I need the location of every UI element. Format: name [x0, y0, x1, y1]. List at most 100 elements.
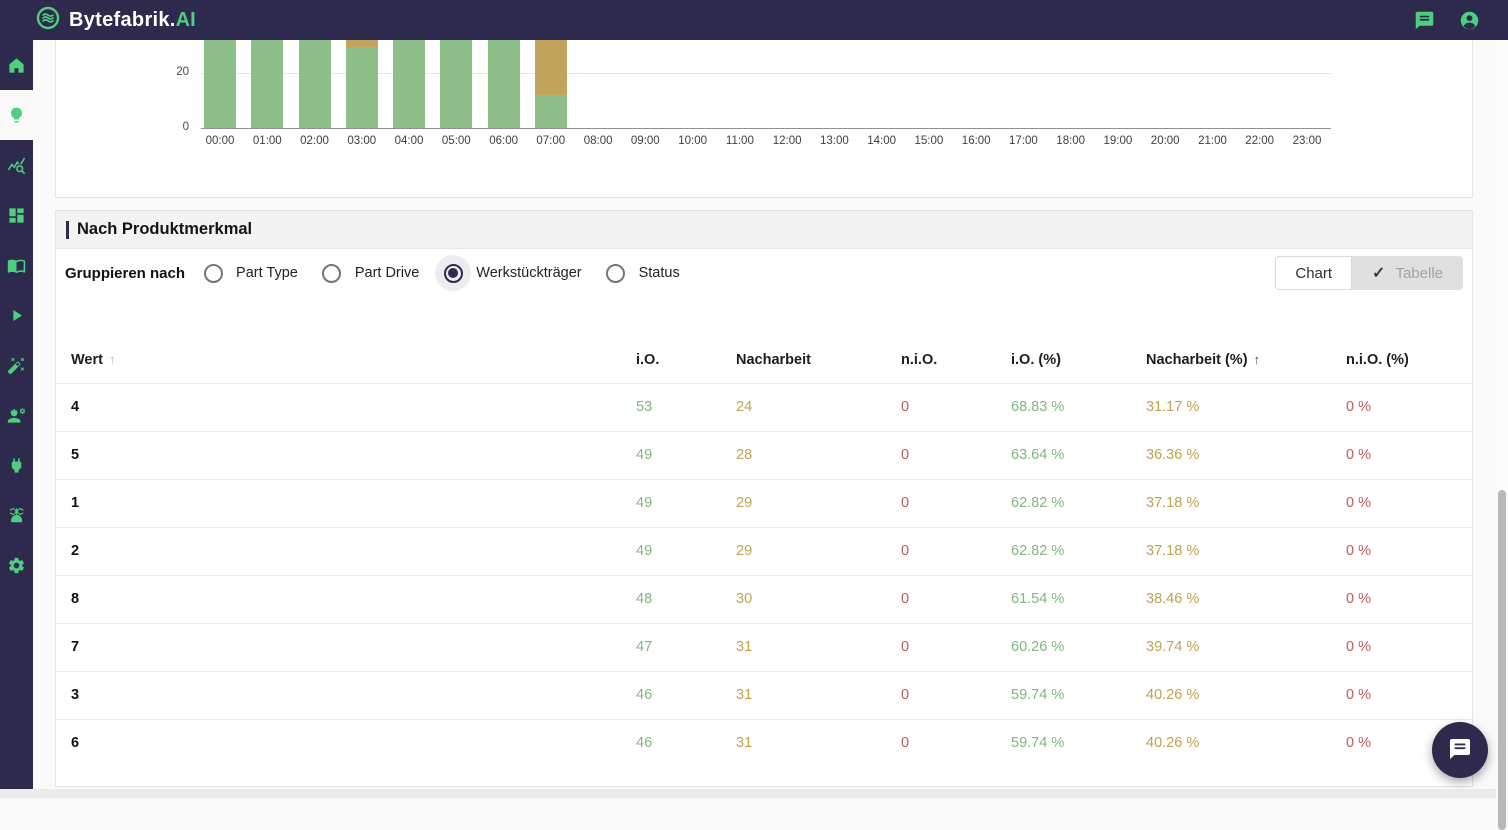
y-axis-tick: 0 [156, 121, 189, 133]
cell-n-i-o: 0 [886, 719, 996, 767]
radio-status[interactable]: Status [598, 255, 680, 291]
x-axis-tick: 16:00 [953, 135, 999, 147]
column-header-nacharbeit[interactable]: Nacharbeit (%)↑ [1131, 337, 1331, 383]
toggle-label: Tabelle [1395, 265, 1443, 282]
radio-circle [314, 255, 350, 291]
cell-wert: 4 [56, 383, 621, 431]
gear-icon [7, 556, 26, 575]
radio-label: Part Type [236, 265, 298, 281]
cell-n-i-o: 0 [886, 527, 996, 575]
cell-nacharbeit: 29 [721, 479, 886, 527]
sidebar-item-dashboard[interactable] [0, 190, 33, 240]
brand-logo[interactable]: Bytefabrik.AI [36, 6, 196, 35]
column-label: Nacharbeit (%) [1146, 352, 1248, 368]
column-header-i-o[interactable]: i.O. (%) [996, 337, 1131, 383]
cell-i-o: 62.82 % [996, 527, 1131, 575]
column-header-wert[interactable]: Wert↑ [56, 337, 621, 383]
toggle-label: Chart [1295, 265, 1332, 282]
cell-nacharbeit: 31 [721, 719, 886, 767]
cell-i-o: 46 [621, 719, 721, 767]
table-row: 24929062.82 %37.18 %0 % [56, 527, 1474, 575]
column-header-n-i-o[interactable]: n.i.O. [886, 337, 996, 383]
table-row: 34631059.74 %40.26 %0 % [56, 671, 1474, 719]
cell-i-o: 61.54 % [996, 575, 1131, 623]
x-axis-tick: 13:00 [811, 135, 857, 147]
cell-i-o: 49 [621, 431, 721, 479]
cell-nacharbeit: 38.46 % [1131, 575, 1331, 623]
y-axis-tick: 20 [156, 66, 189, 78]
view-toggle-chart[interactable]: Chart [1275, 256, 1352, 290]
cell-nacharbeit: 40.26 % [1131, 719, 1331, 767]
cell-nacharbeit: 36.36 % [1131, 431, 1331, 479]
x-axis-tick: 21:00 [1190, 135, 1236, 147]
table-row: 84830061.54 %38.46 %0 % [56, 575, 1474, 623]
column-header-i-o[interactable]: i.O. [621, 337, 721, 383]
top-navbar: Bytefabrik.AI [0, 0, 1508, 40]
cell-n-i-o: 0 % [1331, 431, 1474, 479]
cell-n-i-o: 0 [886, 671, 996, 719]
x-axis-tick: 07:00 [528, 135, 574, 147]
radio-circle [598, 255, 634, 291]
plug-icon [7, 456, 26, 475]
x-axis-tick: 14:00 [859, 135, 905, 147]
account-icon[interactable] [1459, 10, 1480, 31]
sidebar-item-plug[interactable] [0, 440, 33, 490]
cell-i-o: 62.82 % [996, 479, 1131, 527]
sidebar-item-query-stats[interactable] [0, 140, 33, 190]
sidebar-item-lightbulb[interactable] [0, 90, 33, 140]
robot-arm-icon [7, 506, 26, 525]
cell-i-o: 63.64 % [996, 431, 1131, 479]
group-by-controls: Gruppieren nach Part Type Part Drive Werks… [56, 249, 1472, 297]
brand-accent: AI [176, 9, 196, 31]
x-axis-tick: 11:00 [717, 135, 763, 147]
cell-n-i-o: 0 % [1331, 671, 1474, 719]
cell-i-o: 48 [621, 575, 721, 623]
cell-nacharbeit: 37.18 % [1131, 527, 1331, 575]
cell-n-i-o: 0 [886, 623, 996, 671]
bar-segment-io [251, 40, 283, 128]
produktmerkmal-panel: Nach Produktmerkmal Gruppieren nach Part… [55, 210, 1473, 787]
column-header-n-i-o[interactable]: n.i.O. (%) [1331, 337, 1474, 383]
scrollbar-thumb[interactable] [1498, 490, 1506, 830]
radio-werkstucktrager[interactable]: Werkstückträger [435, 255, 581, 291]
query-stats-icon [7, 156, 26, 175]
sidebar-item-magic-wand[interactable] [0, 340, 33, 390]
chat-icon [1448, 737, 1472, 764]
sidebar-item-engineering[interactable] [0, 390, 33, 440]
x-axis-tick: 18:00 [1048, 135, 1094, 147]
dashboard-icon [7, 206, 26, 225]
chat-fab-button[interactable] [1432, 722, 1488, 778]
bar-segment-nacharbeit [535, 40, 567, 95]
bar-segment-nacharbeit [346, 40, 378, 47]
bytefabrik-logo-icon [36, 6, 60, 35]
sidebar-item-play[interactable] [0, 290, 33, 340]
cell-i-o: 59.74 % [996, 719, 1131, 767]
cell-n-i-o: 0 % [1331, 527, 1474, 575]
view-toggle-tabelle[interactable]: ✓Tabelle [1352, 256, 1463, 290]
x-axis-tick: 10:00 [670, 135, 716, 147]
group-by-label: Gruppieren nach [65, 265, 185, 282]
x-axis-tick: 22:00 [1237, 135, 1283, 147]
radio-part-type[interactable]: Part Type [195, 255, 298, 291]
cell-n-i-o: 0 % [1331, 623, 1474, 671]
cell-i-o: 47 [621, 623, 721, 671]
sidebar [0, 40, 33, 789]
sidebar-item-gear[interactable] [0, 540, 33, 590]
brand-text: Bytefabrik. [69, 9, 176, 31]
radio-circle [195, 255, 231, 291]
x-axis-tick: 04:00 [386, 135, 432, 147]
sidebar-item-home[interactable] [0, 40, 33, 90]
chat-icon[interactable] [1414, 10, 1435, 31]
sidebar-item-robot-arm[interactable] [0, 490, 33, 540]
sidebar-item-book[interactable] [0, 240, 33, 290]
bar-segment-io [440, 40, 472, 128]
x-axis-tick: 08:00 [575, 135, 621, 147]
x-axis-tick: 17:00 [1000, 135, 1046, 147]
cell-n-i-o: 0 % [1331, 479, 1474, 527]
column-header-nacharbeit[interactable]: Nacharbeit [721, 337, 886, 383]
cell-nacharbeit: 40.26 % [1131, 671, 1331, 719]
radio-label: Status [639, 265, 680, 281]
panel-title: Nach Produktmerkmal [77, 220, 252, 239]
group-by-radio-group: Part Type Part Drive Werkstückträger Status [195, 255, 1275, 291]
radio-part-drive[interactable]: Part Drive [314, 255, 419, 291]
